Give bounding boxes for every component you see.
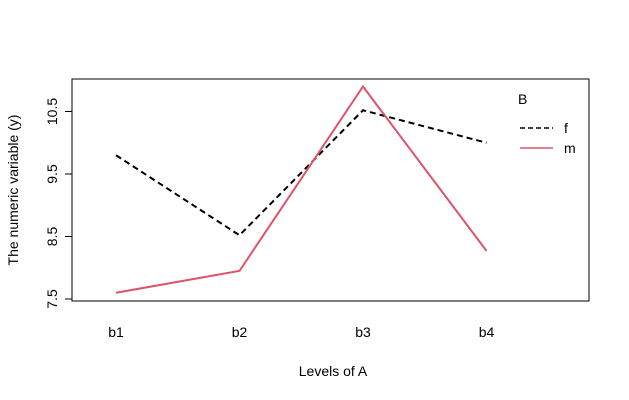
x-axis: b1 b2 b3 b4 (108, 324, 494, 340)
legend: B fm (518, 91, 576, 156)
x-tick-label: b2 (232, 324, 248, 340)
y-axis: 7.5 8.5 9.5 10.5 (44, 98, 73, 309)
y-tick-label: 10.5 (44, 98, 60, 125)
legend-label-f: f (564, 120, 568, 136)
x-tick-label: b1 (108, 324, 124, 340)
series-line-f (115, 109, 487, 237)
series-layer (115, 84, 488, 294)
x-axis-label: Levels of A (299, 363, 368, 379)
x-tick-label: b3 (355, 324, 371, 340)
y-tick-label: 7.5 (44, 289, 60, 309)
series-line-m (115, 84, 488, 294)
x-tick-label: b4 (479, 324, 495, 340)
y-tick-label: 9.5 (44, 164, 60, 184)
legend-title: B (518, 91, 527, 107)
plot-frame (71, 78, 590, 302)
y-tick-label: 8.5 (44, 227, 60, 247)
y-axis-label: The numeric variable (y) (5, 115, 21, 266)
legend-label-m: m (564, 140, 576, 156)
